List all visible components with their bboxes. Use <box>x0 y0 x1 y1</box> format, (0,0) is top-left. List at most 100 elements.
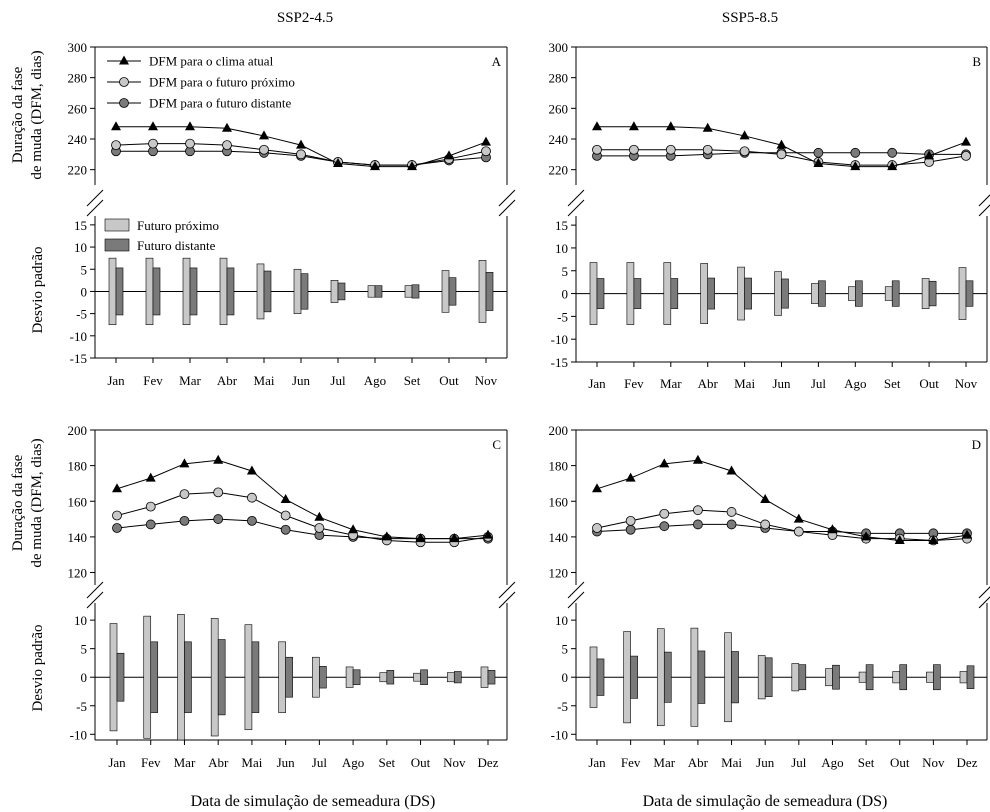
deviation-bar <box>825 668 833 687</box>
deviation-bar <box>700 263 709 324</box>
y-tick-label: 120 <box>68 566 88 581</box>
data-point-circle <box>481 146 491 157</box>
data-point-circle <box>213 487 224 498</box>
data-point-triangle <box>444 150 454 160</box>
deviation-bar <box>731 651 739 704</box>
y-tick-label: 160 <box>68 494 88 509</box>
deviation-bar <box>663 262 672 325</box>
axis-break-mark <box>86 591 104 609</box>
deviation-bar <box>300 273 309 310</box>
data-point-triangle <box>592 483 602 493</box>
x-tick-label: Jun <box>292 373 311 388</box>
y-tick-label: -15 <box>70 351 87 366</box>
data-point-triangle <box>625 472 636 482</box>
deviation-bar <box>818 280 826 307</box>
legend-circle <box>119 98 129 108</box>
column-title-right: SSP5-8.5 <box>722 10 778 26</box>
deviation-bar <box>145 257 154 326</box>
legend-label: DFM para o clima atual <box>149 54 274 69</box>
data-point-circle <box>625 524 636 535</box>
deviation-bar <box>219 257 228 326</box>
x-tick-label: Mar <box>174 755 196 770</box>
deviation-bar <box>626 262 635 325</box>
x-tick-label: Out <box>411 755 431 770</box>
data-point-triangle <box>628 121 639 131</box>
data-point-circle <box>280 510 291 521</box>
axis-break-mark <box>498 189 516 207</box>
x-tick-label: Abr <box>217 373 238 388</box>
deviation-bar <box>367 285 376 298</box>
x-tick-label: Mai <box>721 755 742 770</box>
x-tick-label: Nov <box>955 376 978 391</box>
x-tick-label: Jan <box>588 376 606 391</box>
deviation-bar <box>404 285 413 298</box>
legend-swatch <box>104 218 130 232</box>
deviation-bar <box>226 267 235 316</box>
deviation-bar <box>690 627 699 727</box>
data-point-triangle <box>483 529 493 539</box>
x-tick-label: Abr <box>698 376 719 391</box>
deviation-bar <box>858 671 867 683</box>
data-point-triangle <box>739 130 750 140</box>
deviation-bar <box>386 670 395 685</box>
deviation-bar <box>478 260 487 323</box>
series-line <box>596 523 967 534</box>
deviation-bar <box>184 641 192 713</box>
legend-label: Futuro próximo <box>137 218 219 233</box>
data-point-triangle <box>185 121 195 131</box>
data-point-triangle <box>111 121 121 131</box>
deviation-bar <box>453 671 462 684</box>
panel-A: 220 240 260 280 300 -15 -10 -5 0 5 10 15 A Jan Fev Mar A… <box>68 40 516 388</box>
data-point-circle <box>222 140 232 151</box>
deviation-bar <box>921 278 930 309</box>
deviation-bar <box>109 623 118 732</box>
data-point-triangle <box>793 513 804 523</box>
y-tick-label: 260 <box>549 101 569 116</box>
data-point-triangle <box>449 533 460 543</box>
x-tick-label: Nov <box>922 755 945 770</box>
ylabel-top-row2-line2: de muda (DFM, dias) <box>29 438 45 567</box>
x-tick-label: Jun <box>756 755 775 770</box>
deviation-bar <box>379 672 388 683</box>
deviation-bar <box>143 615 152 739</box>
y-tick-label: 10 <box>555 613 568 628</box>
axis-break-mark <box>567 189 585 207</box>
y-tick-label: 0 <box>562 287 569 302</box>
y-tick-label: 10 <box>74 613 87 628</box>
data-point-triangle <box>924 150 935 160</box>
deviation-bar <box>798 664 807 691</box>
xlabel-left: Data de simulação de semeadura (DS) <box>191 793 436 810</box>
deviation-bar <box>589 262 598 325</box>
data-point-circle <box>112 523 122 533</box>
data-point-circle <box>760 519 771 530</box>
axis-break-mark <box>86 581 104 599</box>
x-tick-label: Jul <box>330 373 346 388</box>
y-tick-label: 200 <box>68 423 88 438</box>
deviation-bar <box>256 263 265 320</box>
data-point-circle <box>145 501 156 512</box>
data-point-triangle <box>827 524 838 534</box>
data-point-triangle <box>702 122 713 132</box>
legend-circle <box>119 77 129 87</box>
x-tick-label: Jun <box>772 376 791 391</box>
axis-break-mark <box>978 596 990 609</box>
deviation-bar <box>596 658 605 696</box>
data-point-circle <box>259 144 269 155</box>
deviation-bar <box>263 270 272 313</box>
x-tick-label: Jun <box>277 755 296 770</box>
y-tick-label: -5 <box>76 699 87 714</box>
deviation-bar <box>707 277 716 310</box>
deviation-bar <box>485 272 494 311</box>
deviation-bar <box>744 277 752 310</box>
deviation-bar <box>737 266 745 321</box>
y-tick-label: -5 <box>76 307 87 322</box>
x-tick-label: Mai <box>734 376 755 391</box>
data-point-triangle <box>726 465 737 475</box>
deviation-bar <box>413 672 421 682</box>
data-point-circle <box>813 147 824 158</box>
x-tick-label: Out <box>890 755 910 770</box>
panel-letter: D <box>972 437 981 452</box>
data-point-circle <box>659 508 670 519</box>
deviation-bar <box>441 270 450 313</box>
deviation-bar <box>352 669 361 685</box>
